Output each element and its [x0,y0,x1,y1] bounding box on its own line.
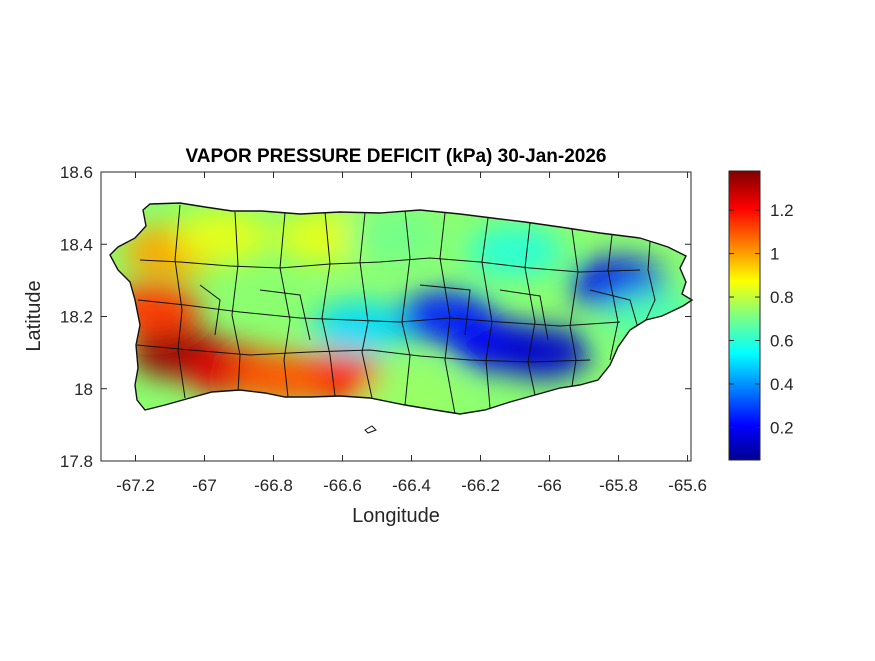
colorbar-tick-label: 0.2 [770,418,794,437]
colorbar-tick-label: 1 [770,245,779,264]
heat-region-4 [232,351,329,404]
heat-blobs [110,211,692,414]
heat-region-6 [173,211,270,264]
y-tick-label: 18 [74,380,93,399]
y-tick-label: 17.8 [60,452,93,471]
x-tick-label: -66.8 [254,476,293,495]
municipal-lines [136,204,656,414]
colorbar-tick-label: 0.8 [770,288,794,307]
y-tick-label: 18.6 [60,163,93,182]
y-axis-label: Latitude [23,280,45,351]
colorbar-ticks: 0.2 0.4 0.6 0.8 1 1.2 [729,201,794,437]
x-axis-ticks: -67.2 -67 -66.8 -66.6 -66.4 -66.2 -66 -65.8 -65.… [116,172,707,495]
colorbar-scale [728,170,761,461]
colorbar-tick-label: 0.4 [770,375,794,394]
colorbar: 0.2 0.4 0.6 0.8 1 1.2 [728,170,794,461]
x-tick-label: -66 [537,476,562,495]
x-axis-label: Longitude [352,505,440,527]
x-tick-label: -66.2 [461,476,500,495]
chart-title: VAPOR PRESSURE DEFICIT (kPa) 30-Jan-2026 [186,146,607,167]
x-tick-label: -65.8 [599,476,638,495]
heat-region-8 [346,211,443,264]
x-tick-label: -65.6 [668,476,707,495]
heat-region-14 [467,225,564,278]
heat-region-9 [311,301,408,354]
y-tick-label: 18.2 [60,308,93,327]
municipal-boundaries [109,202,693,434]
heat-region-7 [277,211,374,264]
y-axis-ticks: 17.8 18 18.2 18.4 18.6 [60,163,691,471]
colorbar-tick-label: 0.6 [770,331,794,350]
x-tick-label: -67.2 [116,476,155,495]
heat-region-12 [494,326,591,379]
colorbar-tick-label: 1.2 [770,201,794,220]
vpd-heat-field [110,203,692,414]
x-tick-label: -66.6 [323,476,362,495]
x-tick-label: -66.4 [392,476,431,495]
y-tick-label: 18.4 [60,235,93,254]
x-tick-label: -67 [192,476,217,495]
caja-de-muertos-island [364,425,377,434]
